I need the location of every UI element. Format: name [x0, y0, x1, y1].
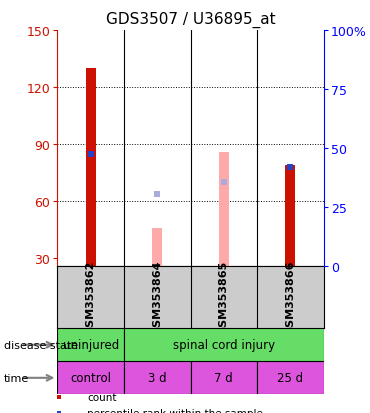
Text: GSM353866: GSM353866 [285, 260, 296, 335]
Bar [152, 228, 162, 266]
Bar [257, 361, 324, 394]
Text: GSM353865: GSM353865 [219, 260, 229, 335]
Text: count: count [87, 392, 117, 402]
Text: 25 d: 25 d [278, 371, 303, 385]
Text: time: time [4, 373, 29, 383]
Bar [124, 328, 324, 361]
Bar [219, 152, 229, 266]
Text: 7 d: 7 d [215, 371, 233, 385]
Text: control: control [70, 371, 111, 385]
Text: disease state: disease state [4, 340, 78, 350]
Bar [286, 166, 295, 266]
Text: spinal cord injury: spinal cord injury [173, 338, 275, 351]
Bar [86, 69, 95, 266]
Text: GSM353862: GSM353862 [85, 260, 96, 335]
Text: GSM353864: GSM353864 [152, 260, 162, 335]
Title: GDS3507 / U36895_at: GDS3507 / U36895_at [106, 12, 275, 28]
Text: uninjured: uninjured [63, 338, 119, 351]
Text: 3 d: 3 d [148, 371, 166, 385]
Text: percentile rank within the sample: percentile rank within the sample [87, 408, 263, 413]
Bar [57, 361, 124, 394]
Bar [191, 361, 257, 394]
Bar [124, 361, 191, 394]
Bar [57, 328, 124, 361]
